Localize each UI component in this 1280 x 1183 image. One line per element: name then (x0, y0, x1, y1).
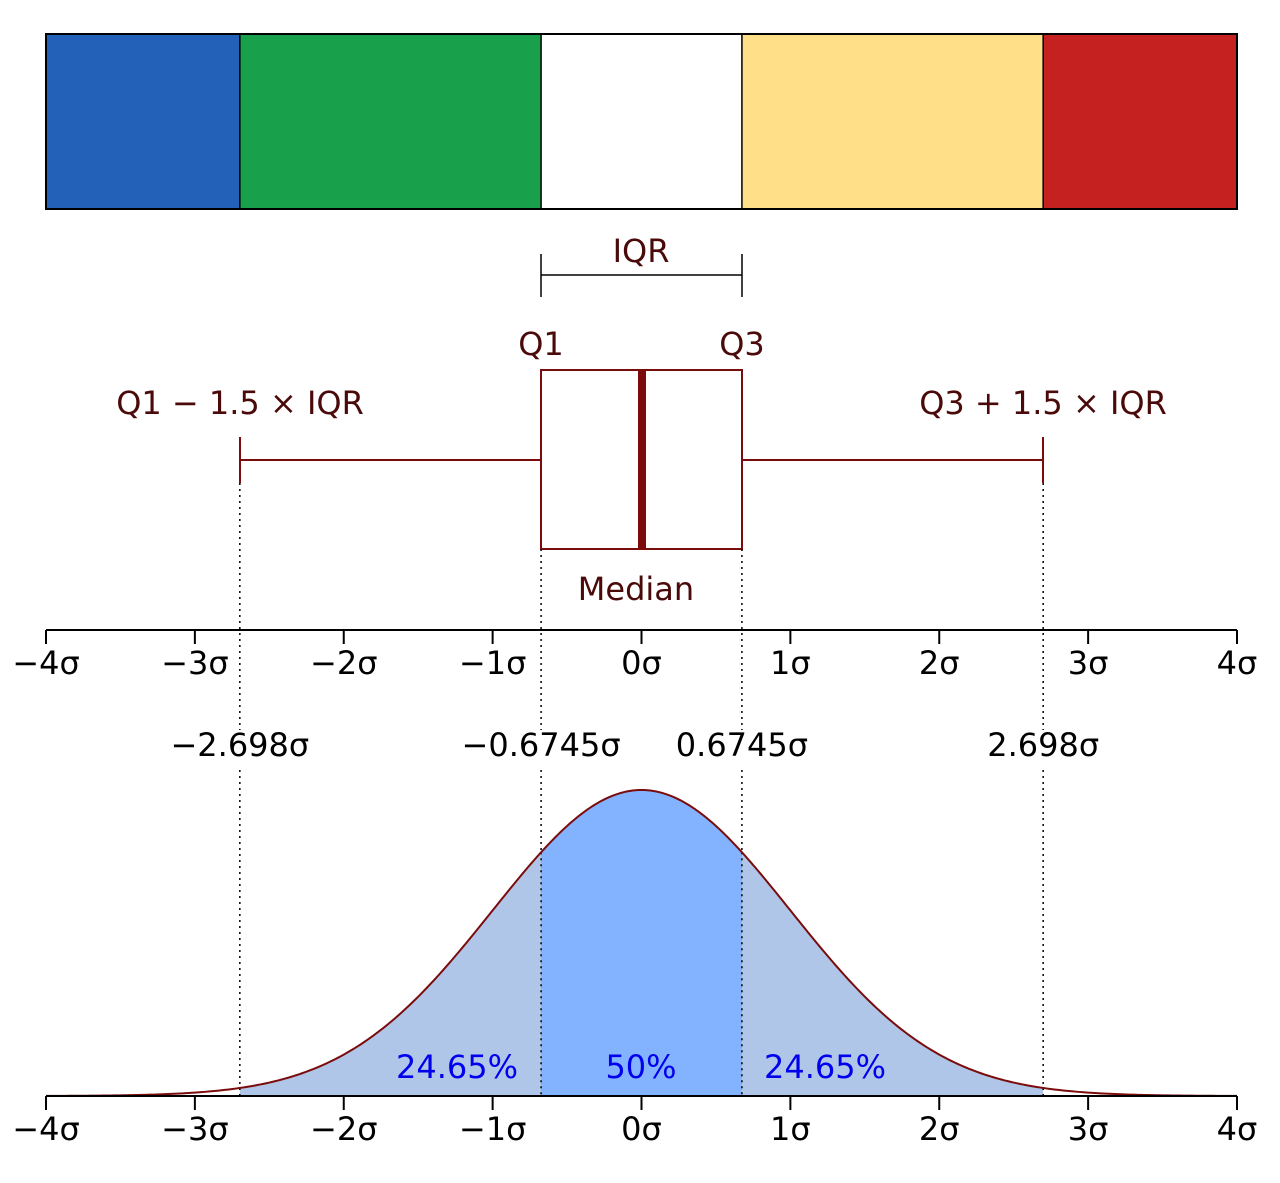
distribution-region-1 (541, 790, 742, 1096)
color-band-strip (45, 33, 1238, 210)
axis-tick-label: 1σ (770, 644, 811, 682)
distribution-region-0 (239, 852, 542, 1096)
lower-whisker-band (239, 34, 542, 209)
axis-tick-label: 4σ (1217, 1110, 1258, 1148)
axis-tick-label: −2σ (310, 1110, 377, 1148)
axis-tick-label: −4σ (12, 644, 79, 682)
axis-tick-label: −2σ (310, 644, 377, 682)
sigma-axis-bottom: −4σ −3σ −2σ −1σ 0σ 1σ 2σ 3σ 4σ (12, 1095, 1258, 1148)
quantile-label: −0.6745σ (462, 726, 621, 764)
iqr-bracket: IQR (540, 232, 743, 297)
boxplot: Q1 Q3 Q1 − 1.5 × IQR Q3 + 1.5 × IQR Medi… (116, 325, 1167, 608)
axis-tick-label: 0σ (621, 644, 662, 682)
lower-outlier-band (46, 34, 240, 209)
axis-tick-label: 3σ (1068, 1110, 1109, 1148)
axis-tick-label: 2σ (919, 1110, 960, 1148)
region-percent-label: 24.65% (396, 1048, 518, 1086)
median-label: Median (578, 570, 694, 608)
upper-whisker-band (741, 34, 1044, 209)
normal-curve-line (45, 788, 1238, 1097)
distribution-region-2 (741, 852, 1044, 1096)
iqr-label: IQR (613, 232, 670, 270)
normal-distribution-plot: 24.65% 50% 24.65% (45, 770, 1238, 1097)
axis-tick-label: −3σ (161, 1110, 228, 1148)
axis-tick-label: −4σ (12, 1110, 79, 1148)
sigma-axis-top: −4σ −3σ −2σ −1σ 0σ 1σ 2σ 3σ 4σ (12, 629, 1258, 682)
axis-tick-label: 1σ (770, 1110, 811, 1148)
region-percent-label: 24.65% (764, 1048, 886, 1086)
quantile-label: 0.6745σ (676, 726, 808, 764)
iqr-band (541, 34, 742, 209)
lower-fence-label: Q1 − 1.5 × IQR (116, 384, 364, 422)
axis-tick-label: −1σ (459, 1110, 526, 1148)
axis-tick-label: −3σ (161, 644, 228, 682)
quantile-label: −2.698σ (170, 726, 309, 764)
quantile-labels: −2.698σ −0.6745σ 0.6745σ 2.698σ (170, 726, 1099, 764)
axis-tick-label: 4σ (1217, 644, 1258, 682)
q3-label: Q3 (719, 325, 765, 363)
dotted-guide-lines (239, 483, 1044, 730)
axis-tick-label: −1σ (459, 644, 526, 682)
axis-tick-label: 3σ (1068, 644, 1109, 682)
upper-fence-label: Q3 + 1.5 × IQR (919, 384, 1167, 422)
axis-tick-label: 0σ (621, 1110, 662, 1148)
quantile-label: 2.698σ (987, 726, 1099, 764)
q1-label: Q1 (518, 325, 564, 363)
region-percent-label: 50% (605, 1048, 676, 1086)
band-outline (45, 33, 1238, 210)
upper-outlier-band (1043, 34, 1237, 209)
axis-tick-label: 2σ (919, 644, 960, 682)
